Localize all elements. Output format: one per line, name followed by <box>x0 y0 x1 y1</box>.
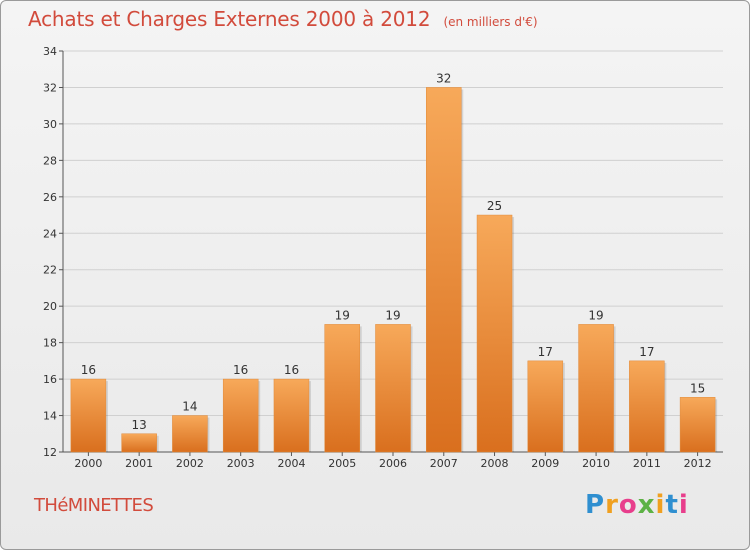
bar-2009 <box>527 360 564 453</box>
x-tick-label: 2001 <box>125 457 153 470</box>
value-label: 15 <box>690 381 705 395</box>
bar-2003 <box>222 378 259 453</box>
chart-subtitle: (en milliers d'€) <box>443 15 538 29</box>
x-tick-label: 2006 <box>379 457 407 470</box>
x-tick-label: 2009 <box>531 457 559 470</box>
y-tick-label: 24 <box>43 227 57 240</box>
bar-2008 <box>476 214 513 453</box>
x-tick-label: 2004 <box>277 457 305 470</box>
y-tick-label: 20 <box>43 300 57 313</box>
logo-letter: t <box>665 490 679 520</box>
logo-letter: x <box>637 490 656 520</box>
y-tick-label: 22 <box>43 264 57 277</box>
value-label: 16 <box>233 363 248 377</box>
y-tick-label: 30 <box>43 118 57 131</box>
value-label: 13 <box>132 418 147 432</box>
x-tick-label: 2007 <box>430 457 458 470</box>
bar-2007 <box>426 87 462 453</box>
value-label: 19 <box>335 308 350 322</box>
y-tick-label: 28 <box>43 154 57 167</box>
logo-letter: P <box>585 490 606 520</box>
y-tick-label: 14 <box>43 410 57 423</box>
bar-2005 <box>324 324 360 453</box>
x-tick-label: 2011 <box>633 457 661 470</box>
logo-letter: i <box>655 490 666 520</box>
value-label: 19 <box>588 308 603 322</box>
bar-2010 <box>578 324 614 453</box>
value-label: 25 <box>487 199 502 213</box>
title-row: Achats et Charges Externes 2000 à 2012 (… <box>28 7 538 31</box>
proxiti-logo: Proxiti <box>585 490 689 520</box>
bar-2001 <box>121 433 157 453</box>
x-tick-label: 2008 <box>481 457 509 470</box>
y-tick-label: 12 <box>43 446 57 459</box>
bar-2012 <box>679 397 716 453</box>
x-tick-label: 2003 <box>227 457 255 470</box>
x-tick-label: 2002 <box>176 457 204 470</box>
bar-2006 <box>375 324 411 453</box>
bar-2011 <box>629 360 665 453</box>
bar-2000 <box>70 378 107 453</box>
x-tick-label: 2000 <box>74 457 102 470</box>
x-tick-label: 2012 <box>684 457 712 470</box>
value-label: 17 <box>538 345 553 359</box>
y-tick-label: 34 <box>43 45 57 58</box>
y-tick-label: 18 <box>43 337 57 350</box>
y-tick-label: 32 <box>43 81 57 94</box>
value-label: 14 <box>182 400 197 414</box>
chart-title: Achats et Charges Externes 2000 à 2012 <box>28 7 431 31</box>
value-label: 17 <box>639 345 654 359</box>
x-tick-label: 2010 <box>582 457 610 470</box>
value-label: 16 <box>284 363 299 377</box>
place-name: THéMINETTES <box>34 495 154 516</box>
logo-letter: r <box>605 490 619 520</box>
bar-2004 <box>273 378 310 453</box>
logo-letter: o <box>618 490 638 520</box>
bar-2002 <box>172 415 208 453</box>
y-tick-label: 16 <box>43 373 57 386</box>
value-label: 16 <box>81 363 96 377</box>
value-label: 19 <box>385 308 400 322</box>
value-label: 32 <box>436 71 451 85</box>
y-tick-label: 26 <box>43 191 57 204</box>
x-tick-label: 2005 <box>328 457 356 470</box>
logo-letter: i <box>678 490 689 520</box>
